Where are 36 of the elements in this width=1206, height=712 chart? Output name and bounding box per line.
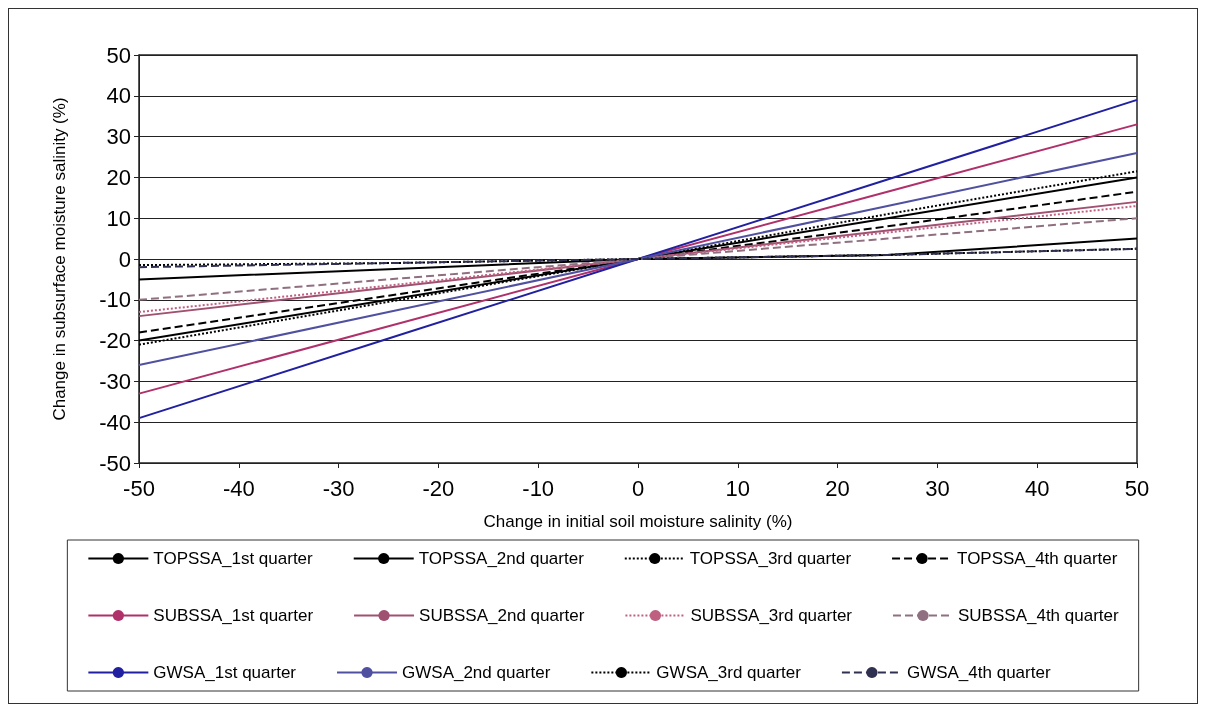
- y-tick-label: 40: [106, 83, 131, 109]
- y-tick-label: -50: [99, 450, 131, 476]
- y-tick-label: -10: [99, 287, 131, 313]
- legend-label: TOPSSA_3rd quarter: [689, 549, 852, 568]
- x-tick-label: -40: [222, 475, 255, 501]
- legend-label: GWSA_2nd quarter: [402, 663, 551, 682]
- y-tick-label: -30: [99, 368, 131, 394]
- legend-label: TOPSSA_2nd quarter: [418, 549, 585, 568]
- x-tick-label: -20: [422, 475, 455, 501]
- x-tick-label: -50: [123, 475, 155, 501]
- x-tick-label: 30: [925, 475, 950, 501]
- legend-label: GWSA_4th quarter: [906, 663, 1051, 682]
- x-tick-label: -10: [522, 475, 555, 501]
- x-tick-label: 0: [631, 475, 645, 501]
- legend-label: SUBSSA_2nd quarter: [419, 606, 585, 625]
- y-tick-label: -20: [99, 328, 131, 354]
- legend-label: SUBSSA_1st quarter: [153, 606, 314, 625]
- legend-label: GWSA_1st quarter: [153, 663, 297, 682]
- legend-label: TOPSSA_4th quarter: [957, 549, 1118, 568]
- x-tick-label: -30: [322, 475, 355, 501]
- x-tick-label: 50: [1124, 475, 1150, 501]
- x-tick-label: 10: [725, 475, 751, 501]
- y-tick-label: 20: [106, 164, 131, 190]
- y-tick-label: 50: [106, 42, 131, 68]
- legend-label: SUBSSA_4th quarter: [958, 606, 1119, 625]
- x-tick-label: 40: [1024, 475, 1050, 501]
- x-tick-label: 20: [825, 475, 850, 501]
- legend-label: SUBSSA_3rd quarter: [690, 606, 853, 625]
- y-tick-label: -40: [99, 409, 131, 435]
- legend-label: TOPSSA_1st quarter: [153, 549, 314, 568]
- y-tick-label: 30: [106, 124, 131, 150]
- y-axis-title: Change in subsurface moisture salinity (%): [49, 97, 69, 421]
- legend-label: GWSA_3rd quarter: [656, 663, 802, 682]
- y-tick-label: 10: [106, 205, 131, 231]
- x-axis-title: Change in initial soil moisture salinity (%): [483, 512, 793, 531]
- y-tick-label: 0: [118, 246, 131, 272]
